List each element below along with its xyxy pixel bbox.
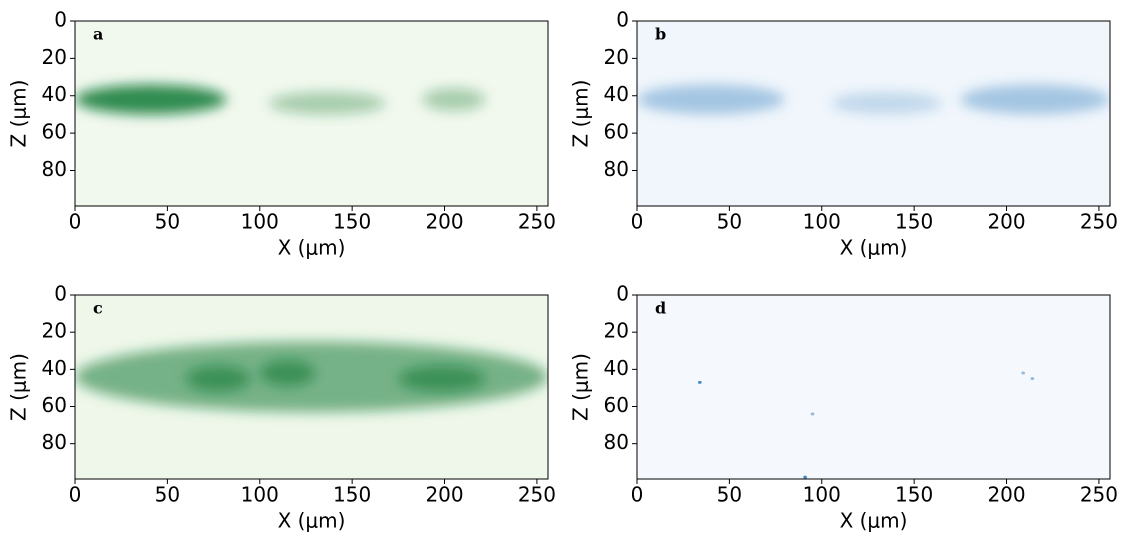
y-tick-label: 20 [42,45,67,69]
x-axis-label: X (μm) [278,509,346,533]
x-axis-label: X (μm) [840,509,908,533]
y-tick-label: 80 [42,430,67,454]
x-tick-label: 200 [987,210,1025,234]
x-tick-label: 150 [333,210,371,234]
x-tick-label: 150 [895,483,933,507]
image [697,371,1035,479]
x-tick-label: 50 [717,483,742,507]
y-tick-label: 0 [54,282,67,306]
intensity-region [269,92,386,115]
x-tick-label: 0 [69,210,82,234]
y-tick-label: 0 [616,8,629,32]
intensity-region [831,92,942,115]
x-tick-label: 100 [241,483,279,507]
y-tick-label: 40 [42,356,67,380]
x-tick-label: 0 [69,483,82,507]
x-tick-label: 250 [1080,210,1118,234]
y-tick-label: 80 [604,430,629,454]
y-tick-label: 40 [604,356,629,380]
x-tick-label: 200 [425,210,463,234]
x-tick-label: 200 [425,483,463,507]
frame [74,294,549,480]
x-tick-label: 250 [518,483,556,507]
intensity-region [960,84,1110,115]
panel-letter: c [93,299,103,318]
y-tick-label: 60 [604,393,629,417]
x-tick-label: 50 [155,483,180,507]
x-tick-label: 250 [1080,483,1118,507]
intensity-region [398,365,486,392]
y-tick-label: 20 [604,45,629,69]
x-tick-label: 100 [803,483,841,507]
x-tick-label: 250 [518,210,556,234]
intensity-region [185,365,251,392]
y-axis-label: Z (μm) [569,80,593,148]
intensity-region [803,475,807,479]
y-axis-label: Z (μm) [7,353,31,421]
y-tick-label: 0 [54,8,67,32]
panel-letter: b [655,25,666,44]
image [75,341,548,413]
x-tick-label: 50 [155,210,180,234]
y-tick-label: 20 [42,319,67,343]
frame [74,20,549,207]
y-tick-label: 20 [604,319,629,343]
x-tick-label: 0 [631,210,644,234]
image [75,84,486,115]
x-tick-label: 200 [987,483,1025,507]
x-axis-label: X (μm) [278,236,346,260]
intensity-region [810,412,815,416]
intensity-region [1021,371,1026,375]
y-tick-label: 80 [42,157,67,181]
intensity-region [1030,377,1035,381]
intensity-region [75,84,227,115]
y-tick-label: 40 [604,82,629,106]
frame [636,294,1111,480]
y-tick-label: 60 [42,393,67,417]
panel-letter: a [93,25,103,44]
y-tick-label: 0 [616,282,629,306]
y-axis-label: Z (μm) [569,353,593,421]
x-tick-label: 100 [241,210,279,234]
y-axis-label: Z (μm) [7,80,31,148]
intensity-region [259,360,316,387]
x-tick-label: 0 [631,483,644,507]
panel-letter: d [655,299,666,318]
y-tick-label: 40 [42,82,67,106]
y-tick-label: 60 [604,120,629,144]
y-tick-label: 60 [42,120,67,144]
image-background [637,295,1110,479]
x-tick-label: 150 [333,483,371,507]
x-tick-label: 150 [895,210,933,234]
x-axis-label: X (μm) [840,236,908,260]
intensity-region [637,84,785,115]
image [637,84,1110,115]
intensity-region [697,380,702,384]
y-tick-label: 80 [604,157,629,181]
x-tick-label: 100 [803,210,841,234]
frame [636,20,1111,207]
x-tick-label: 50 [717,210,742,234]
intensity-region [422,88,486,111]
